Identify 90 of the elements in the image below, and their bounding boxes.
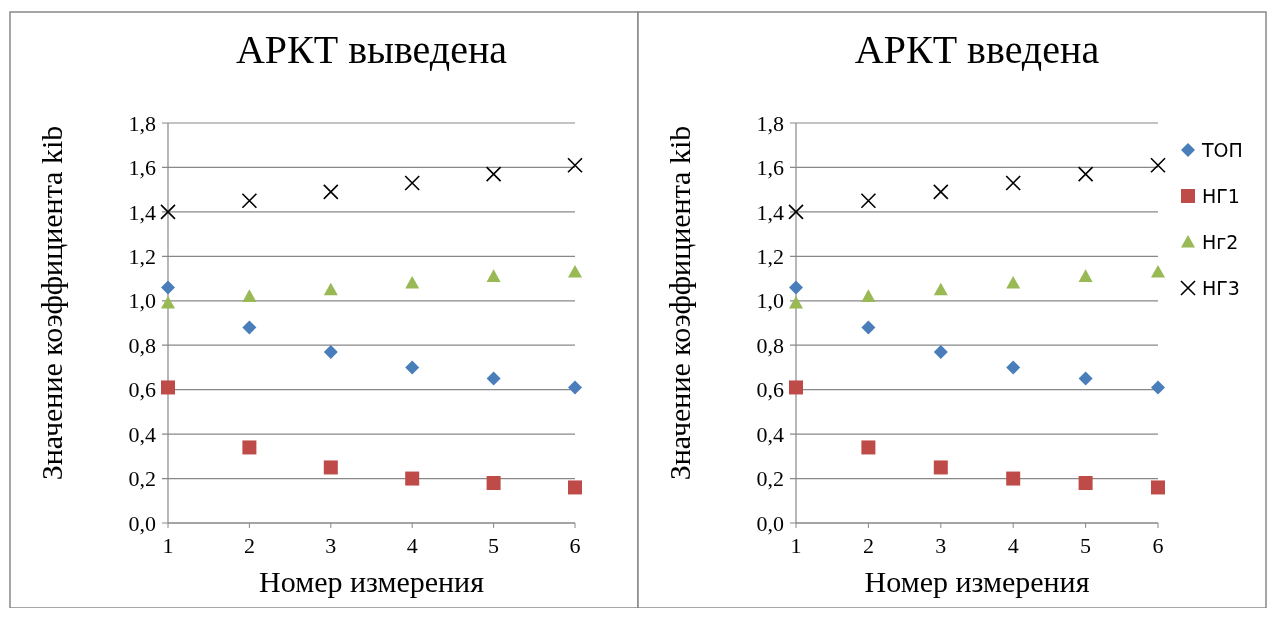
legend-label: Нг2 — [1202, 230, 1239, 253]
point — [323, 282, 338, 296]
point — [1077, 166, 1094, 182]
point — [861, 440, 876, 455]
point — [789, 380, 803, 395]
point — [405, 471, 420, 486]
y-tick-label: 1,8 — [756, 110, 784, 136]
point — [242, 440, 257, 455]
point — [404, 175, 420, 191]
point — [160, 204, 176, 220]
y-tick-label: 1,4 — [756, 199, 784, 225]
point — [486, 269, 501, 282]
point — [861, 320, 876, 335]
point — [323, 460, 338, 475]
point — [486, 371, 501, 386]
point — [1078, 476, 1093, 490]
chart-title: АРКТ выведена — [235, 27, 508, 72]
x-tick-label: 1 — [790, 533, 802, 558]
legend-label: НГ3 — [1202, 276, 1240, 299]
point — [1006, 276, 1021, 289]
y-tick-label: 0,8 — [128, 332, 156, 358]
point — [568, 264, 582, 278]
x-tick-label: 5 — [1080, 533, 1092, 558]
point — [405, 360, 420, 375]
point — [933, 282, 948, 296]
point — [486, 476, 501, 490]
point — [161, 296, 175, 309]
y-axis-title: Значение коэффициента kib — [35, 125, 68, 481]
y-axis-title: Значение коэффициента kib — [663, 125, 696, 481]
y-tick-label: 0,2 — [756, 466, 784, 492]
point — [860, 192, 877, 209]
x-axis-title: Номер измерения — [259, 565, 485, 598]
point — [1151, 480, 1165, 495]
x-axis-title: Номер измерения — [864, 565, 1090, 598]
point — [1078, 269, 1093, 282]
x-tick-label: 6 — [569, 533, 581, 558]
point — [933, 460, 948, 475]
y-tick-label: 1,8 — [128, 110, 156, 136]
x-tick-label: 4 — [1007, 533, 1019, 558]
y-tick-label: 0,6 — [128, 377, 156, 403]
point — [567, 157, 583, 174]
point — [1151, 380, 1165, 395]
point — [861, 289, 876, 302]
point — [485, 166, 502, 182]
y-tick-label: 0,4 — [756, 421, 784, 447]
point — [789, 280, 803, 295]
point — [789, 296, 803, 309]
point — [242, 289, 257, 302]
chart-title: АРКТ введена — [854, 27, 1100, 72]
point — [568, 480, 582, 495]
x-tick-label: 2 — [862, 533, 874, 558]
x-tick-label: 1 — [162, 533, 174, 558]
point — [405, 276, 420, 289]
x-tick-label: 3 — [325, 533, 337, 558]
y-tick-label: 0,0 — [128, 510, 156, 536]
y-tick-label: 0,2 — [128, 466, 156, 492]
y-tick-label: 1,2 — [128, 244, 156, 270]
y-tick-label: 1,6 — [128, 155, 156, 181]
point — [241, 192, 258, 209]
point — [1006, 471, 1021, 486]
point — [1005, 175, 1021, 191]
x-tick-label: 3 — [935, 533, 947, 558]
legend-label: НГ1 — [1202, 184, 1240, 207]
point — [568, 380, 582, 395]
point — [242, 320, 257, 335]
x-tick-label: 2 — [243, 533, 255, 558]
point — [161, 380, 175, 395]
y-tick-label: 0,8 — [756, 332, 784, 358]
y-tick-label: 1,6 — [756, 155, 784, 181]
y-tick-label: 1,0 — [756, 288, 784, 314]
y-tick-label: 1,0 — [128, 288, 156, 314]
x-tick-label: 4 — [406, 533, 418, 558]
point — [161, 280, 175, 295]
y-tick-label: 1,2 — [756, 244, 784, 270]
point — [323, 344, 338, 359]
x-tick-label: 5 — [488, 533, 500, 558]
point — [788, 204, 804, 220]
point — [1078, 371, 1093, 386]
y-tick-label: 0,6 — [756, 377, 784, 403]
y-tick-label: 1,4 — [128, 199, 156, 225]
point — [1150, 157, 1166, 174]
point — [1151, 264, 1165, 278]
point — [323, 184, 339, 200]
point — [933, 344, 948, 359]
y-tick-label: 0,4 — [128, 421, 156, 447]
point — [1006, 360, 1021, 375]
y-tick-label: 0,0 — [756, 510, 784, 536]
point — [933, 184, 949, 200]
legend-label: ТОП — [1201, 138, 1243, 161]
x-tick-label: 6 — [1152, 533, 1164, 558]
